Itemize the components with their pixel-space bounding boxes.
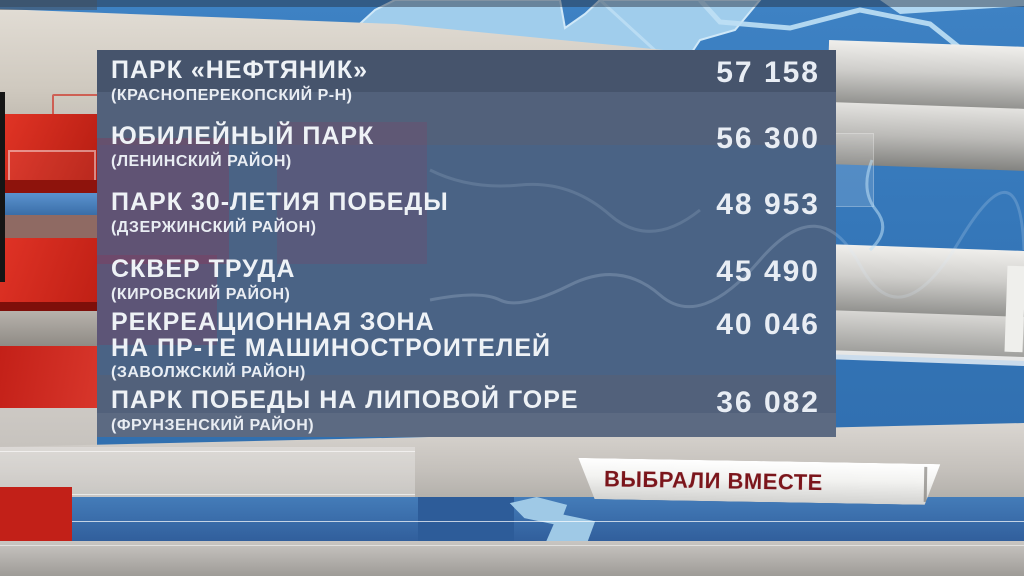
ranking-panel: ПАРК «НЕФТЯНИК» (КРАСНОПЕРЕКОПСКИЙ Р-Н) … [97, 50, 836, 437]
program-badge: ВЫБРАЛИ ВМЕСТЕ [578, 458, 941, 505]
park-row: ЮБИЛЕЙНЫЙ ПАРК (ЛЕНИНСКИЙ РАЙОН) 56 300 [111, 122, 820, 171]
park-district: (КРАСНОПЕРЕКОПСКИЙ Р-Н) [111, 86, 353, 104]
park-name: ЮБИЛЕЙНЫЙ ПАРК [111, 122, 375, 150]
park-district: (КИРОВСКИЙ РАЙОН) [111, 285, 291, 303]
bg-blue-strip [0, 193, 97, 215]
park-row: СКВЕР ТРУДА (КИРОВСКИЙ РАЙОН) 45 490 [111, 255, 820, 304]
vote-count: 45 490 [716, 255, 820, 288]
bg-red-block [0, 114, 97, 180]
bg-hairline [0, 521, 1024, 522]
bg-red-block [0, 487, 72, 543]
park-name: РЕКРЕАЦИОННАЯ ЗОНА НА ПР-ТЕ МАШИНОСТРОИТ… [111, 308, 551, 362]
vote-count: 56 300 [716, 122, 820, 155]
park-district: (ДЗЕРЖИНСКИЙ РАЙОН) [111, 218, 317, 236]
bg-bottom-gray-band [0, 541, 1024, 576]
park-name: ПАРК 30-ЛЕТИЯ ПОБЕДЫ [111, 188, 449, 216]
park-name: ПАРК ПОБЕДЫ НА ЛИПОВОЙ ГОРЕ [111, 386, 579, 414]
park-district: (ЛЕНИНСКИЙ РАЙОН) [111, 152, 292, 170]
bg-topleft-strip [0, 0, 97, 10]
bg-hairline [0, 545, 1024, 546]
bg-white-sliver [1004, 265, 1024, 353]
bg-brown-strip [0, 215, 97, 238]
park-row: РЕКРЕАЦИОННАЯ ЗОНА НА ПР-ТЕ МАШИНОСТРОИТ… [111, 308, 820, 382]
bg-gray-band [0, 311, 97, 346]
bg-gray-tube [822, 244, 1024, 320]
park-district: (ФРУНЗЕНСКИЙ РАЙОН) [111, 416, 315, 434]
bg-black-strip [0, 92, 5, 282]
bg-darkred-strip [0, 302, 97, 311]
park-row: ПАРК «НЕФТЯНИК» (КРАСНОПЕРЕКОПСКИЙ Р-Н) … [111, 56, 820, 105]
badge-fold-line [924, 467, 928, 502]
bg-red-block [0, 238, 97, 302]
vote-count: 36 082 [716, 386, 820, 419]
park-district: (ЗАВОЛЖСКИЙ РАЙОН) [111, 364, 306, 381]
bg-red-block [0, 346, 97, 408]
vote-count: 40 046 [716, 308, 820, 341]
vote-count: 48 953 [716, 188, 820, 221]
bg-hairline [0, 494, 415, 495]
bg-blue-dark-patch [418, 497, 514, 541]
bg-hairline [0, 451, 415, 452]
bg-top-shade [0, 0, 1024, 7]
park-row: ПАРК ПОБЕДЫ НА ЛИПОВОЙ ГОРЕ (ФРУНЗЕНСКИЙ… [111, 386, 820, 435]
bg-gray-tube [826, 40, 1024, 112]
bg-darkred-strip [0, 180, 97, 193]
park-name: ПАРК «НЕФТЯНИК» [111, 56, 369, 84]
park-row: ПАРК 30-ЛЕТИЯ ПОБЕДЫ (ДЗЕРЖИНСКИЙ РАЙОН)… [111, 188, 820, 237]
park-name: СКВЕР ТРУДА [111, 255, 296, 283]
vote-count: 57 158 [716, 56, 820, 89]
badge-label: ВЫБРАЛИ ВМЕСТЕ [603, 466, 824, 496]
